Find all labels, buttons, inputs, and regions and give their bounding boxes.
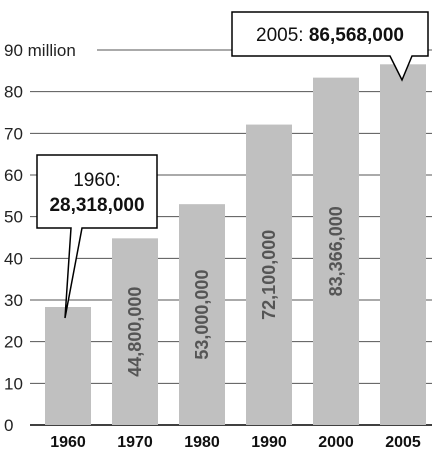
bar-1960	[45, 307, 91, 425]
callout-2005-box	[231, 11, 429, 82]
x-tick-label-1990: 1990	[251, 434, 287, 451]
x-tick-label-2000: 2000	[318, 434, 354, 451]
x-tick-label-1970: 1970	[117, 434, 153, 451]
callout-1960: 1960: 28,318,000	[36, 154, 158, 319]
callout-2005-label: 2005:	[256, 25, 309, 46]
x-axis-labels: 1960 1970 1980 1990 2000 2005	[50, 434, 421, 451]
y-tick-label: 40	[4, 249, 23, 268]
bar-1970	[112, 238, 158, 425]
y-tick-label: 0	[4, 416, 13, 435]
callout-2005-text: 2005: 86,568,000	[256, 25, 404, 46]
bar-2005	[380, 64, 426, 426]
bars	[45, 64, 426, 426]
y-tick-label: 80	[4, 83, 23, 102]
y-tick-label: 20	[4, 333, 23, 352]
bar-2000	[313, 77, 359, 426]
callout-2005-value: 86,568,000	[309, 25, 404, 46]
y-axis-labels: 0 10 20 30 40 50 60 70 80 90 million	[4, 41, 76, 435]
callout-2005: 2005: 86,568,000	[231, 11, 429, 82]
y-tick-label: 70	[4, 124, 23, 143]
bar-1980	[179, 204, 225, 425]
bar-1990	[246, 124, 292, 425]
y-tick-label: 60	[4, 166, 23, 185]
y-tick-label: 50	[4, 208, 23, 227]
y-tick-label: 30	[4, 291, 23, 310]
bar-value-label-2000: 83,366,000	[326, 206, 346, 296]
y-tick-label: 10	[4, 374, 23, 393]
bar-value-labels: 44,800,000 53,000,000 72,100,000 83,366,000	[125, 206, 346, 376]
bar-value-label-1990: 72,100,000	[259, 230, 279, 320]
x-tick-label-1980: 1980	[184, 434, 220, 451]
y-tick-label: 90 million	[4, 41, 76, 60]
callout-1960-label: 1960:	[73, 170, 121, 191]
bar-value-label-1970: 44,800,000	[125, 287, 145, 377]
x-tick-label-2005: 2005	[385, 434, 421, 451]
callout-1960-value: 28,318,000	[49, 195, 144, 216]
callout-1960-box	[36, 154, 158, 319]
bar-value-label-1980: 53,000,000	[192, 270, 212, 360]
x-tick-label-1960: 1960	[50, 434, 86, 451]
